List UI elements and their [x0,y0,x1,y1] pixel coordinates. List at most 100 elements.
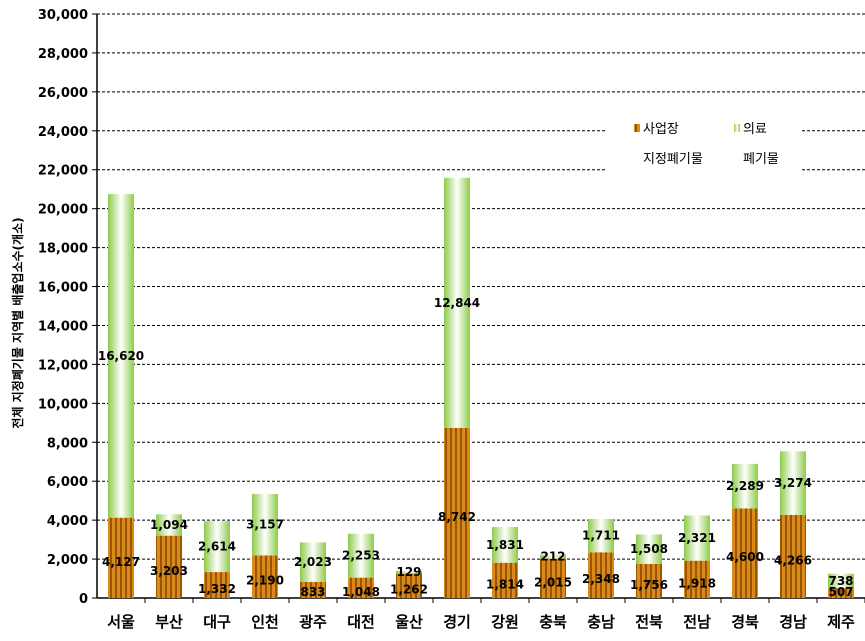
y-tick-label: 26,000 [38,86,88,101]
y-tick-label: 2,000 [47,553,88,568]
bar-business-waste [252,555,278,598]
data-label: 3,203 [150,564,188,578]
legend-label-medical-2: 폐기물 [743,152,779,167]
x-category-label: 서울 [107,613,135,631]
data-label: 3,274 [774,476,812,490]
data-label: 4,127 [102,555,140,569]
y-tick-label: 8,000 [47,436,88,451]
y-tick-label: 0 [79,592,88,607]
bar-business-waste [348,577,374,598]
bar-business-waste [828,588,854,598]
bar-business-waste [204,572,230,598]
data-label: 833 [300,585,325,599]
y-tick-label: 4,000 [47,514,88,529]
bar-business-waste [732,508,758,598]
bar-medical-waste [780,451,806,515]
x-category-label: 전남 [683,613,711,631]
data-label: 1,814 [486,577,524,591]
data-label: 738 [828,574,853,588]
x-category-label: 강원 [491,613,519,631]
y-tick-label: 12,000 [38,358,88,373]
bar-medical-waste [492,527,518,563]
x-category-label: 충남 [587,613,615,631]
legend: 사업장 지정폐기물 의료 폐기물 [606,112,801,182]
x-category-label: 경남 [779,613,807,631]
bar-business-waste [636,563,662,598]
bar-medical-waste [540,554,566,559]
data-label: 1,094 [150,518,188,532]
x-category-label: 경북 [731,613,759,631]
bar-business-waste [492,562,518,598]
bar-medical-waste [156,514,182,536]
x-category-label: 제주 [827,613,855,631]
data-label: 1,508 [630,542,668,556]
x-category-label: 대구 [203,613,231,631]
legend-swatch-medical [734,124,740,132]
data-label: 1,831 [486,538,524,552]
y-tick-label: 16,000 [38,281,88,296]
data-label: 2,190 [246,574,284,588]
data-label: 2,253 [342,549,380,563]
bar-medical-waste [732,463,758,509]
y-tick-label: 18,000 [38,242,88,257]
x-category-label: 전북 [635,613,663,631]
x-category-label: 경기 [443,613,471,631]
data-label: 4,266 [774,553,812,567]
data-label: 507 [828,585,853,599]
data-label: 12,844 [434,296,480,310]
data-labels: 4,127 16,620 3,203 1,094 1,332 2,614 2,190 3,15… [98,296,854,599]
data-label: 2,289 [726,479,764,493]
data-label: 1,918 [678,576,716,590]
y-axis-label: 전체 지정폐기물 지역별 배출업소수(개소) [10,217,25,428]
bar-business-waste [684,560,710,598]
bar-medical-waste [684,515,710,561]
y-tick-label: 14,000 [38,319,88,334]
y-tick-label: 10,000 [38,397,88,412]
x-category-label: 울산 [395,613,423,631]
y-tick-label: 6,000 [47,475,88,490]
x-category-label: 충북 [539,613,567,631]
data-label: 1,711 [582,529,620,543]
legend-label-business-2: 지정폐기물 [643,152,703,167]
bars [108,177,854,598]
data-label: 3,157 [246,518,284,532]
bar-medical-waste [108,194,134,518]
bar-business-waste [588,552,614,598]
y-tick-label: 22,000 [38,164,88,179]
data-label: 2,348 [582,572,620,586]
bar-medical-waste [300,542,326,582]
bar-business-waste [300,581,326,598]
axes: 0 2,000 4,000 6,000 8,000 10,000 12,000 14,000 1… [38,8,865,631]
legend-background [606,112,801,182]
data-label: 2,614 [198,540,236,554]
bar-business-waste [156,535,182,598]
y-tick-label: 20,000 [38,203,88,218]
bar-medical-waste [444,177,470,428]
bar-medical-waste [636,534,662,564]
y-tick-label: 28,000 [38,47,88,62]
legend-label-business-1: 사업장 [643,122,679,137]
legend-label-medical-1: 의료 [743,122,767,137]
legend-swatch-business [634,124,640,132]
bar-medical-waste [396,570,422,574]
data-label: 1,756 [630,578,668,592]
data-label: 4,600 [726,550,764,564]
bar-medical-waste [588,518,614,553]
bar-medical-waste [348,533,374,578]
bar-medical-waste [252,493,278,556]
bar-business-waste [780,514,806,598]
data-label: 129 [396,565,421,579]
x-category-label: 부산 [155,613,183,631]
data-label: 2,015 [534,575,572,589]
bar-medical-waste [828,573,854,589]
data-label: 16,620 [98,349,144,363]
data-label: 1,048 [342,585,380,599]
data-label: 1,262 [390,583,428,597]
bar-business-waste [108,517,134,598]
y-tick-label: 24,000 [38,125,88,140]
bar-business-waste [540,558,566,598]
y-tick-label: 30,000 [38,8,88,23]
data-label: 8,742 [438,510,476,524]
data-label: 212 [540,550,565,564]
data-label: 2,321 [678,531,716,545]
